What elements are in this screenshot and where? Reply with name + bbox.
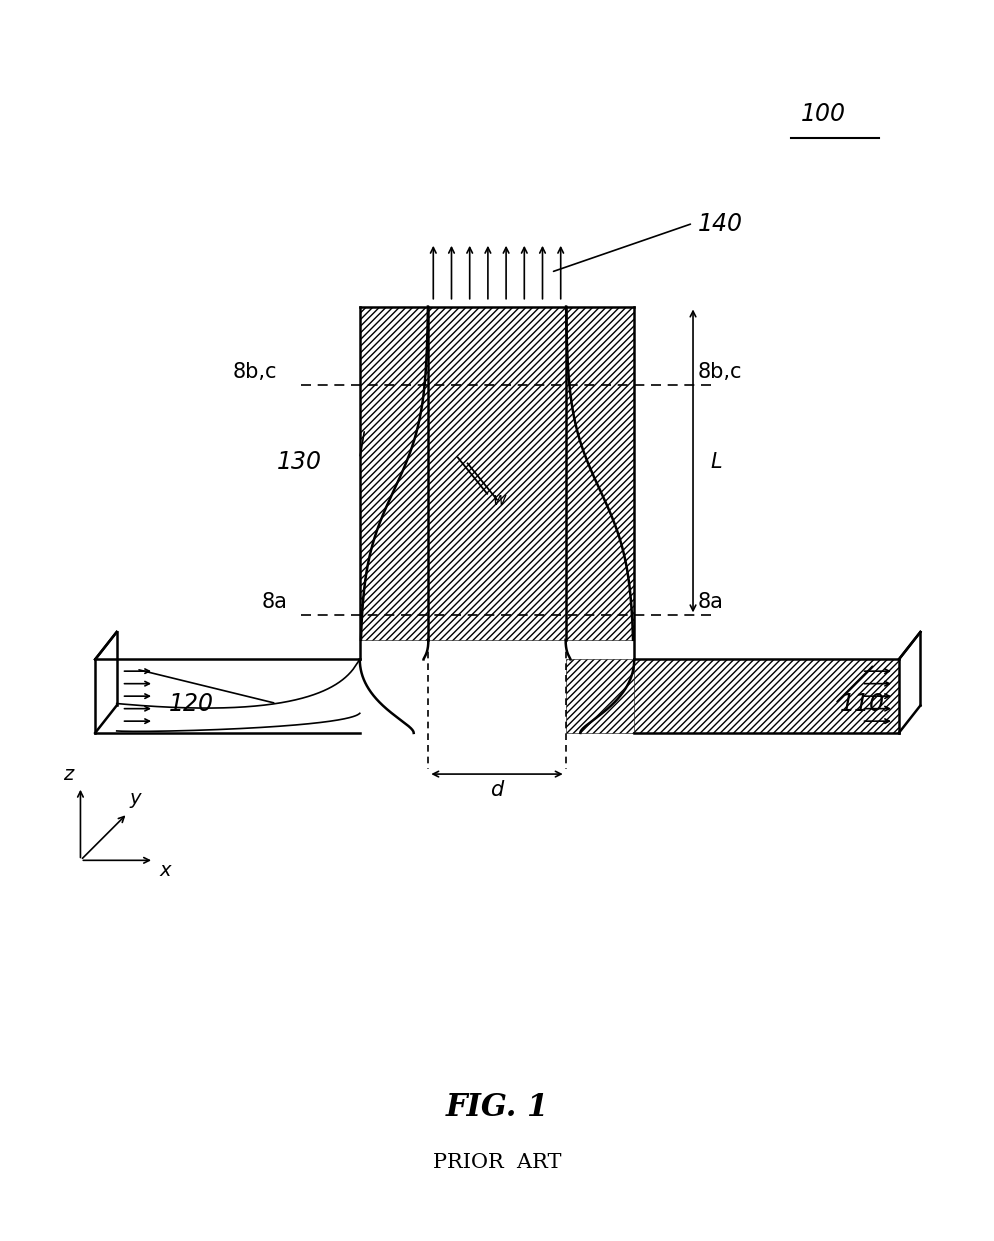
Text: PRIOR  ART: PRIOR ART (432, 1152, 562, 1172)
Polygon shape (428, 307, 566, 640)
Text: 8b,c: 8b,c (233, 361, 277, 381)
Text: FIG. 1: FIG. 1 (445, 1091, 549, 1122)
Text: x: x (160, 860, 171, 879)
Polygon shape (566, 307, 634, 640)
Text: 100: 100 (801, 102, 846, 125)
Polygon shape (360, 307, 428, 640)
Text: 8a: 8a (698, 592, 724, 612)
Text: 130: 130 (276, 449, 321, 474)
Text: y: y (129, 789, 141, 808)
Text: 140: 140 (698, 212, 743, 236)
Text: 110: 110 (840, 691, 885, 716)
Text: w: w (493, 491, 507, 509)
Polygon shape (566, 660, 899, 733)
Text: 8a: 8a (261, 592, 287, 612)
Text: 120: 120 (169, 691, 214, 716)
Text: d: d (490, 779, 504, 800)
Text: L: L (711, 452, 723, 472)
Polygon shape (634, 660, 899, 733)
Text: 8b,c: 8b,c (698, 361, 743, 381)
Text: z: z (63, 764, 74, 783)
